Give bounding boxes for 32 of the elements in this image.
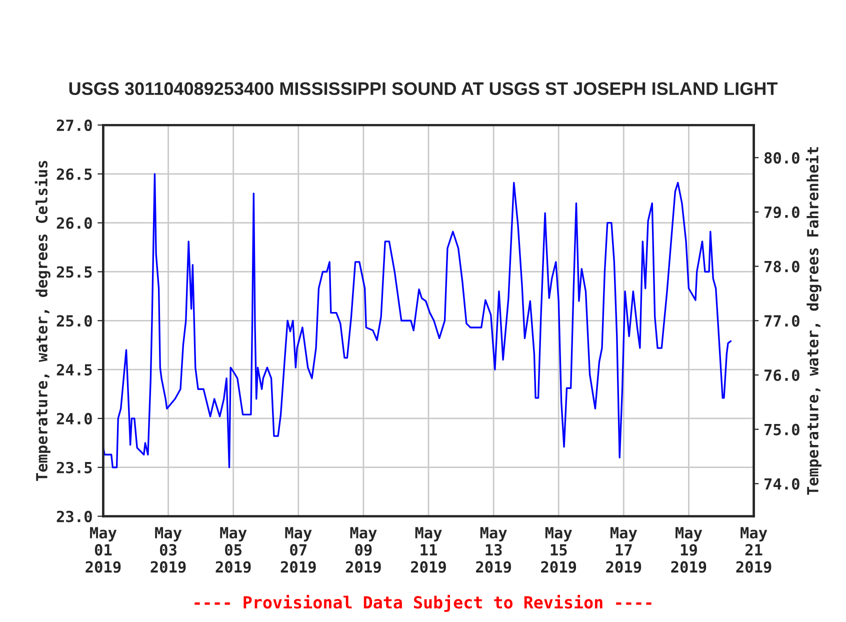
y2-tick-label: 74.0 — [764, 478, 800, 490]
y-tick-label: 26.0 — [56, 217, 92, 229]
x-tick-label: May 01 2019 — [86, 527, 121, 573]
y-tick-label: 25.0 — [56, 315, 92, 327]
x-tick-label: May 05 2019 — [216, 527, 251, 573]
y-tick-label: 26.5 — [56, 168, 92, 180]
x-tick-label: May 17 2019 — [606, 527, 642, 573]
y-tick-label: 25.5 — [56, 266, 92, 278]
y2-tick-label: 80.0 — [764, 152, 800, 164]
y-tick-label: 27.0 — [56, 119, 92, 132]
y-tick-label: 24.5 — [56, 364, 92, 376]
line-series — [102, 173, 732, 468]
text: ---- Provisional Data Subject to Revision ---- — [194, 594, 652, 612]
x-tick-label: May 13 2019 — [476, 527, 511, 573]
y-tick-label: 23.0 — [56, 510, 92, 522]
y-tick-label: 24.0 — [56, 412, 92, 424]
x-tick-label: May 09 2019 — [346, 527, 381, 573]
x-tick-label: May 19 2019 — [671, 527, 706, 573]
y2-tick-label: 78.0 — [764, 260, 800, 272]
y2-tick-label: 79.0 — [764, 206, 800, 218]
x-tick-label: May 07 2019 — [280, 527, 316, 573]
x-tick-label: May 21 2019 — [736, 527, 772, 573]
chart-title: USGS 301104089253400 MISSISSIPPI SOUND AT USGS ST JOSEPH ISLAND LIGHT — [69, 82, 778, 96]
y-tick-label: 23.5 — [56, 462, 92, 474]
y2-axis-title: Temperature, water, degrees Fahrenheit — [806, 147, 822, 495]
x-tick-label: May 03 2019 — [150, 527, 186, 573]
y2-tick-label: 76.0 — [764, 369, 800, 382]
x-tick-label: May 11 2019 — [410, 527, 446, 573]
y2-tick-label: 75.0 — [764, 424, 800, 436]
y-axis-title: Temperature, water, degrees Celsius — [34, 160, 50, 481]
y2-tick-label: 77.0 — [764, 315, 800, 327]
x-tick-label: May 15 2019 — [541, 527, 576, 573]
